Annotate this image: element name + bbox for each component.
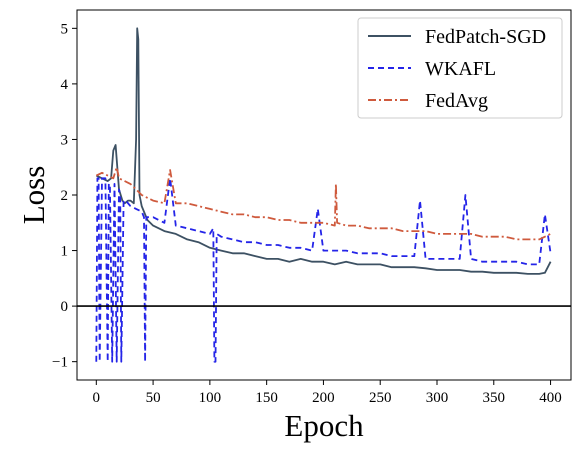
y-axis-label: Loss (16, 166, 51, 225)
x-tick-label: 250 (369, 390, 392, 406)
series-line-fedavg (95, 166, 551, 241)
y-axis: −1 0 1 2 3 4 5 (52, 21, 77, 371)
legend: FedPatch-SGD WKAFL FedAvg (357, 17, 563, 119)
legend-box (357, 17, 563, 119)
x-axis: 0 50 100 150 200 250 300 350 400 (93, 380, 562, 406)
x-tick-label: 150 (255, 390, 278, 406)
y-tick-label: 1 (61, 244, 69, 260)
x-tick-label: 300 (426, 390, 449, 406)
series-line-fedpatch-sgd (95, 27, 552, 275)
x-tick-label: 400 (539, 390, 562, 406)
series-line-wkafl (95, 177, 552, 363)
x-tick-label: 350 (483, 390, 506, 406)
x-tick-label: 50 (146, 390, 161, 406)
y-tick-label: 5 (61, 21, 69, 37)
x-tick-label: 200 (312, 390, 335, 406)
y-tick-label: 2 (61, 188, 69, 204)
legend-label: FedPatch-SGD (425, 26, 546, 48)
y-tick-label: 3 (61, 132, 69, 148)
plot-lines (95, 27, 552, 363)
x-axis-label: Epoch (284, 408, 364, 443)
legend-label: WKAFL (425, 58, 496, 80)
x-tick-label: 0 (93, 390, 101, 406)
y-tick-label: −1 (52, 355, 68, 371)
y-tick-label: 4 (61, 77, 69, 93)
legend-label: FedAvg (425, 90, 488, 112)
x-tick-label: 100 (199, 390, 222, 406)
y-tick-label: 0 (61, 299, 69, 315)
